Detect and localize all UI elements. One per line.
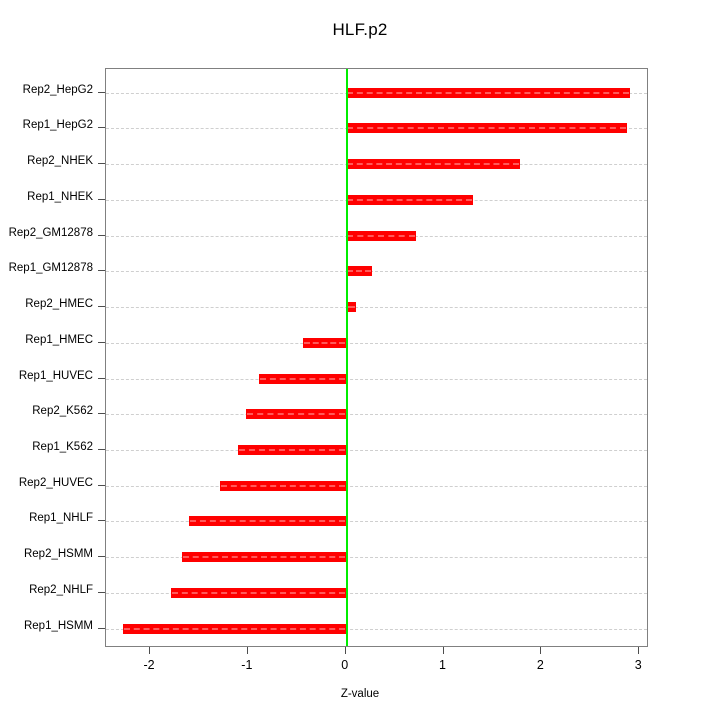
y-tick-mark	[98, 91, 105, 93]
bar	[245, 409, 346, 420]
y-tick-label-rep2-nhek: Rep2_NHEK	[27, 155, 93, 168]
bar	[345, 302, 357, 313]
x-tick-label: 2	[536, 658, 544, 672]
y-tick-mark	[98, 448, 105, 450]
y-tick-label-rep1-nhek: Rep1_NHEK	[27, 190, 93, 203]
bar-pattern	[303, 341, 345, 344]
bar-pattern	[239, 448, 345, 451]
bar-pattern	[346, 91, 630, 94]
bar	[258, 373, 346, 384]
y-tick-mark	[98, 270, 105, 272]
bar-pattern	[221, 484, 345, 487]
gridline	[106, 557, 647, 559]
y-tick-label-rep2-k562: Rep2_K562	[32, 405, 93, 418]
y-tick-mark	[98, 591, 105, 593]
y-tick-mark	[98, 556, 105, 558]
x-tick-mark	[246, 647, 248, 654]
y-tick-mark	[98, 198, 105, 200]
bar	[345, 123, 628, 134]
bar-pattern	[190, 520, 345, 523]
bar-pattern	[259, 377, 345, 380]
y-tick-label-rep1-k562: Rep1_K562	[32, 440, 93, 453]
bar-pattern	[346, 234, 416, 237]
x-tick-mark	[638, 647, 640, 654]
y-tick-mark	[98, 127, 105, 129]
bar	[122, 623, 346, 634]
plot-area	[106, 69, 647, 646]
y-tick-label-rep1-nhlf: Rep1_NHLF	[29, 512, 93, 525]
bar	[345, 87, 631, 98]
bar	[182, 552, 346, 563]
bar-pattern	[246, 413, 345, 416]
plot-panel	[105, 68, 648, 647]
y-tick-label-rep1-gm12878: Rep1_GM12878	[8, 262, 93, 275]
y-tick-mark	[98, 377, 105, 379]
y-tick-mark	[98, 306, 105, 308]
y-tick-label-rep2-nhlf: Rep2_NHLF	[29, 583, 93, 596]
gridline	[106, 271, 647, 273]
gridline	[106, 378, 647, 380]
y-tick-label-rep2-hsmm: Rep2_HSMM	[23, 548, 93, 561]
y-tick-label-rep1-hmec: Rep1_HMEC	[25, 333, 93, 346]
y-tick-label-rep2-gm12878: Rep2_GM12878	[8, 226, 93, 239]
x-tick-label: 3	[634, 658, 642, 672]
bar-pattern	[123, 627, 345, 630]
gridline	[106, 485, 647, 487]
x-tick-mark	[540, 647, 542, 654]
x-tick-mark	[344, 647, 346, 654]
y-tick-mark	[98, 234, 105, 236]
y-tick-mark	[98, 413, 105, 415]
y-tick-mark	[98, 341, 105, 343]
y-tick-mark	[98, 627, 105, 629]
x-axis-title: Z-value	[340, 688, 380, 700]
gridline	[106, 628, 647, 630]
bar-pattern	[171, 591, 345, 594]
x-tick-label: -1	[241, 658, 253, 672]
y-tick-mark	[98, 484, 105, 486]
bar	[345, 159, 520, 170]
x-tick-label: -2	[143, 658, 155, 672]
y-tick-label-rep1-hsmm: Rep1_HSMM	[23, 619, 93, 632]
y-tick-label-rep1-huvec: Rep1_HUVEC	[18, 369, 93, 382]
bar	[238, 444, 346, 455]
bar	[345, 194, 473, 205]
bar-pattern	[346, 163, 519, 166]
x-tick-label: 1	[439, 658, 446, 672]
bar-pattern	[346, 306, 356, 309]
gridline	[106, 342, 647, 344]
page-title: HLF.p2	[332, 20, 388, 39]
y-tick-label-rep1-hepg2: Rep1_HepG2	[22, 119, 93, 132]
bar	[345, 230, 417, 241]
gridline	[106, 307, 647, 309]
x-tick-mark	[442, 647, 444, 654]
y-tick-mark	[98, 163, 105, 165]
bar	[170, 587, 346, 598]
bar	[220, 480, 346, 491]
y-tick-label-rep2-hmec: Rep2_HMEC	[25, 298, 93, 311]
bar	[189, 516, 346, 527]
y-tick-label-rep2-hepg2: Rep2_HepG2	[22, 83, 93, 96]
y-tick-label-rep2-huvec: Rep2_HUVEC	[18, 476, 93, 489]
bar-pattern	[346, 127, 627, 130]
zero-reference-line	[345, 69, 348, 646]
gridline	[106, 449, 647, 451]
gridline	[106, 521, 647, 523]
bar	[302, 337, 346, 348]
bar	[345, 266, 373, 277]
bar-pattern	[183, 556, 345, 559]
gridline	[106, 592, 647, 594]
x-tick-mark	[149, 647, 151, 654]
bar-pattern	[346, 198, 472, 201]
bar-pattern	[346, 270, 372, 273]
gridline	[106, 414, 647, 416]
x-tick-label: 0	[341, 658, 349, 672]
y-tick-mark	[98, 520, 105, 522]
